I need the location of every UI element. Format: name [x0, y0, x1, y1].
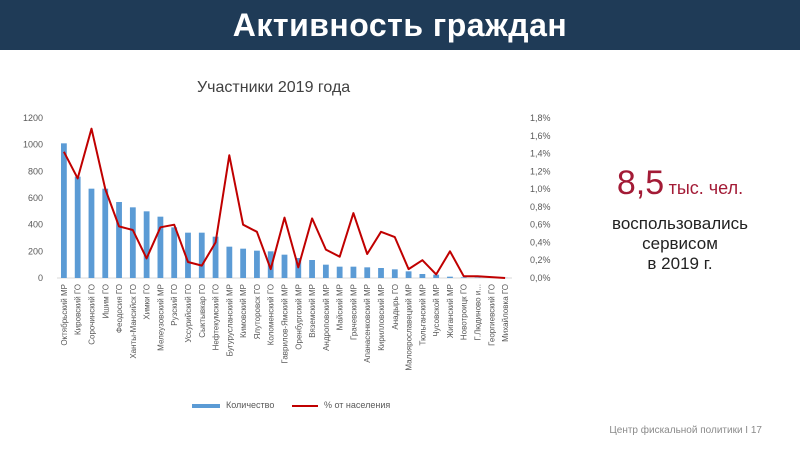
bar	[60, 143, 67, 278]
page-title: Активность граждан	[232, 6, 568, 43]
stat-headline: 8,5 тыс. чел.	[580, 165, 780, 208]
y-right-tick-label: 0,2%	[530, 255, 551, 265]
y-right-tick-label: 1,2%	[530, 166, 551, 176]
bar	[240, 248, 247, 278]
stat-block: 8,5 тыс. чел. воспользовались сервисом в…	[580, 165, 780, 274]
x-category-label: Малоярославецкий МР	[405, 284, 414, 371]
bar	[309, 260, 315, 278]
x-category-label: Гаврилов-Ямский МР	[281, 284, 290, 364]
bar	[419, 274, 426, 278]
bar	[378, 268, 384, 278]
y-left-tick-label: 1000	[23, 140, 43, 150]
stat-unit: тыс. чел.	[668, 178, 744, 198]
footer-text: Центр фискальной политики I 17	[609, 425, 762, 436]
header-bar: Активность граждан	[0, 0, 800, 50]
y-right-tick-label: 0,6%	[530, 220, 551, 230]
bar	[391, 269, 398, 278]
y-left-tick-label: 600	[28, 193, 43, 203]
x-category-label: Апанасенковский МР	[363, 284, 372, 363]
bar	[226, 246, 233, 278]
y-left-tick-label: 200	[28, 246, 43, 256]
y-left-tick-label: 800	[28, 166, 43, 176]
bar	[336, 266, 343, 278]
x-category-label: Сорочинский ГО	[87, 284, 96, 345]
x-category-label: Ишим ГО	[101, 284, 110, 318]
y-right-tick-label: 1,0%	[530, 184, 551, 194]
x-category-label: Уссурийский ГО	[184, 284, 193, 343]
chart-title: Участники 2019 года	[197, 79, 351, 96]
bar	[185, 232, 191, 278]
bar	[447, 276, 453, 278]
x-category-label: Рузский ГО	[170, 284, 179, 326]
x-category-label: Ханты-Мансийск ГО	[129, 284, 138, 359]
bar	[102, 188, 109, 278]
bar	[433, 274, 440, 278]
legend-swatch-bars	[192, 404, 220, 408]
bar	[350, 266, 357, 278]
y-right-tick-label: 0,0%	[530, 273, 551, 283]
chart: 0 200 400 600 800 1000 1200 0,0% 0,2% 0,4% 0,6% 0,8…	[23, 113, 551, 410]
x-category-label: Жиганский МР	[446, 284, 455, 338]
y-right-tick-label: 1,4%	[530, 149, 551, 159]
x-category-label: Грачевский МР	[349, 284, 358, 340]
x-category-label: Михайловка ГО	[501, 284, 510, 342]
x-category-label: Нефтекумский ГО	[212, 284, 221, 350]
legend-label-bars: Количество	[226, 400, 274, 410]
y-left-tick-label: 1200	[23, 113, 43, 123]
x-category-label: Химки ГО	[143, 284, 152, 320]
bar	[88, 188, 95, 278]
bar	[364, 267, 371, 278]
bar	[460, 277, 467, 278]
bar	[281, 254, 288, 278]
bar	[74, 176, 81, 278]
x-category-label: Мелеузовский МР	[156, 284, 165, 351]
x-category-label: Чусовской МР	[432, 284, 441, 337]
legend-label-line: % от населения	[324, 400, 390, 410]
bar	[254, 250, 260, 278]
bar	[405, 271, 412, 278]
bar	[143, 211, 150, 278]
bar	[322, 264, 329, 278]
x-category-label: Кимовский МР	[239, 284, 248, 338]
bar	[116, 202, 122, 278]
y-left-tick-label: 400	[28, 220, 43, 230]
x-category-label: Майский МР	[336, 284, 345, 330]
bar	[267, 251, 274, 278]
x-category-label: Ялуторовск ГО	[253, 284, 262, 339]
x-category-label: Г.Людиново и...	[474, 284, 483, 341]
x-category-label: Вяземский МР	[308, 284, 317, 338]
x-category-label: Сыктывкар ГО	[198, 284, 207, 338]
y-right-tick-label: 1,8%	[530, 113, 551, 123]
y-right-tick-label: 0,8%	[530, 202, 551, 212]
x-category-label: Тюльганский МР	[418, 284, 427, 345]
x-category-label: Андроповский МР	[322, 284, 331, 351]
bar	[171, 227, 178, 278]
y-right-tick-label: 1,6%	[530, 131, 551, 141]
stat-value: 8,5	[616, 164, 665, 202]
y-left-tick-label: 0	[38, 273, 43, 283]
stat-desc-line: сервисом	[642, 234, 718, 253]
x-category-label: Феодосия ГО	[115, 284, 124, 333]
bar	[212, 236, 219, 278]
stat-desc-line: воспользовались	[612, 214, 748, 233]
y-right-tick-label: 0,4%	[530, 237, 551, 247]
x-category-label: Оренбургский МР	[294, 284, 303, 350]
x-category-label: Бугурусланский МР	[225, 284, 234, 356]
x-category-label: Георгиевский ГО	[487, 284, 496, 346]
stat-desc-line: в 2019 г.	[647, 254, 713, 273]
bar	[198, 232, 205, 278]
x-category-label: Новотроицк ГО	[460, 284, 469, 340]
x-category-label: Кирилловский МР	[377, 284, 386, 351]
series-line	[63, 127, 506, 279]
bar	[129, 207, 136, 278]
stat-description: воспользовались сервисом в 2019 г.	[580, 214, 780, 274]
bar	[157, 216, 164, 278]
x-category-label: Октябрьский МР	[60, 284, 69, 346]
x-category-label: Анадырь ГО	[391, 284, 400, 330]
x-category-label: Кировский ГО	[74, 284, 83, 335]
x-category-label: Коломенский ГО	[267, 284, 276, 345]
